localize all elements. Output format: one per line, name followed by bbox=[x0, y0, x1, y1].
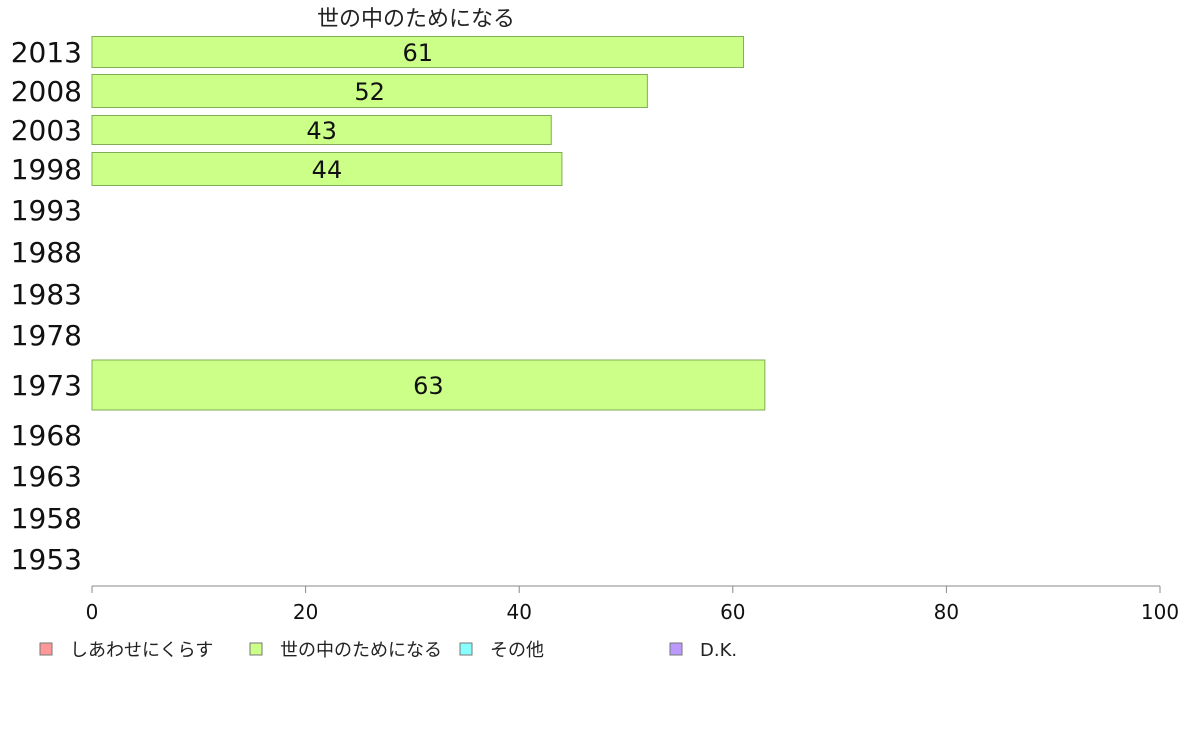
x-tick-label: 100 bbox=[1141, 600, 1179, 624]
y-tick-label: 2003 bbox=[11, 114, 82, 147]
bar-value-label: 52 bbox=[354, 78, 385, 106]
legend-swatch bbox=[669, 642, 683, 656]
legend-swatch bbox=[249, 642, 263, 656]
chart-title: 世の中のためになる bbox=[317, 7, 515, 32]
legend-swatch bbox=[459, 642, 473, 656]
bar-value-label: 63 bbox=[413, 372, 444, 400]
y-tick-label: 2008 bbox=[11, 75, 82, 108]
y-tick-label: 1953 bbox=[11, 543, 82, 576]
y-tick-label: 1988 bbox=[11, 236, 82, 269]
bar bbox=[91, 152, 563, 186]
y-tick-label: 1993 bbox=[11, 194, 82, 227]
bar bbox=[91, 36, 744, 68]
y-tick-label: 1998 bbox=[11, 153, 82, 186]
legend: しあわせにくらす 世の中のためになる その他 D.K. bbox=[39, 640, 737, 661]
x-axis: 0 20 40 60 80 100 bbox=[86, 585, 1179, 624]
legend-label: しあわせにくらす bbox=[70, 640, 213, 661]
bar-value-label: 43 bbox=[306, 117, 337, 145]
bars: 61 52 43 44 63 bbox=[91, 36, 766, 411]
y-tick-label: 1963 bbox=[11, 460, 82, 493]
x-tick-label: 60 bbox=[720, 600, 745, 624]
bar-value-label: 61 bbox=[402, 39, 433, 67]
y-tick-label: 1983 bbox=[11, 278, 82, 311]
legend-label: D.K. bbox=[700, 640, 737, 661]
y-tick-label: 2013 bbox=[11, 36, 82, 69]
y-axis: 2013 2008 2003 1998 1993 1988 1983 1978 1973 1968… bbox=[11, 36, 82, 576]
bar-value-label: 44 bbox=[312, 156, 343, 184]
y-tick-label: 1973 bbox=[11, 369, 82, 402]
y-tick-label: 1968 bbox=[11, 419, 82, 452]
bar bbox=[91, 359, 766, 411]
legend-label: 世の中のためになる bbox=[280, 640, 442, 661]
legend-swatch bbox=[39, 642, 53, 656]
x-tick-label: 40 bbox=[506, 600, 531, 624]
x-tick-label: 80 bbox=[934, 600, 959, 624]
bar bbox=[91, 74, 648, 108]
y-tick-label: 1958 bbox=[11, 502, 82, 535]
legend-label: その他 bbox=[490, 640, 544, 661]
x-tick-label: 20 bbox=[293, 600, 318, 624]
y-tick-label: 1978 bbox=[11, 319, 82, 352]
x-tick-label: 0 bbox=[86, 600, 99, 624]
bar bbox=[91, 115, 552, 145]
